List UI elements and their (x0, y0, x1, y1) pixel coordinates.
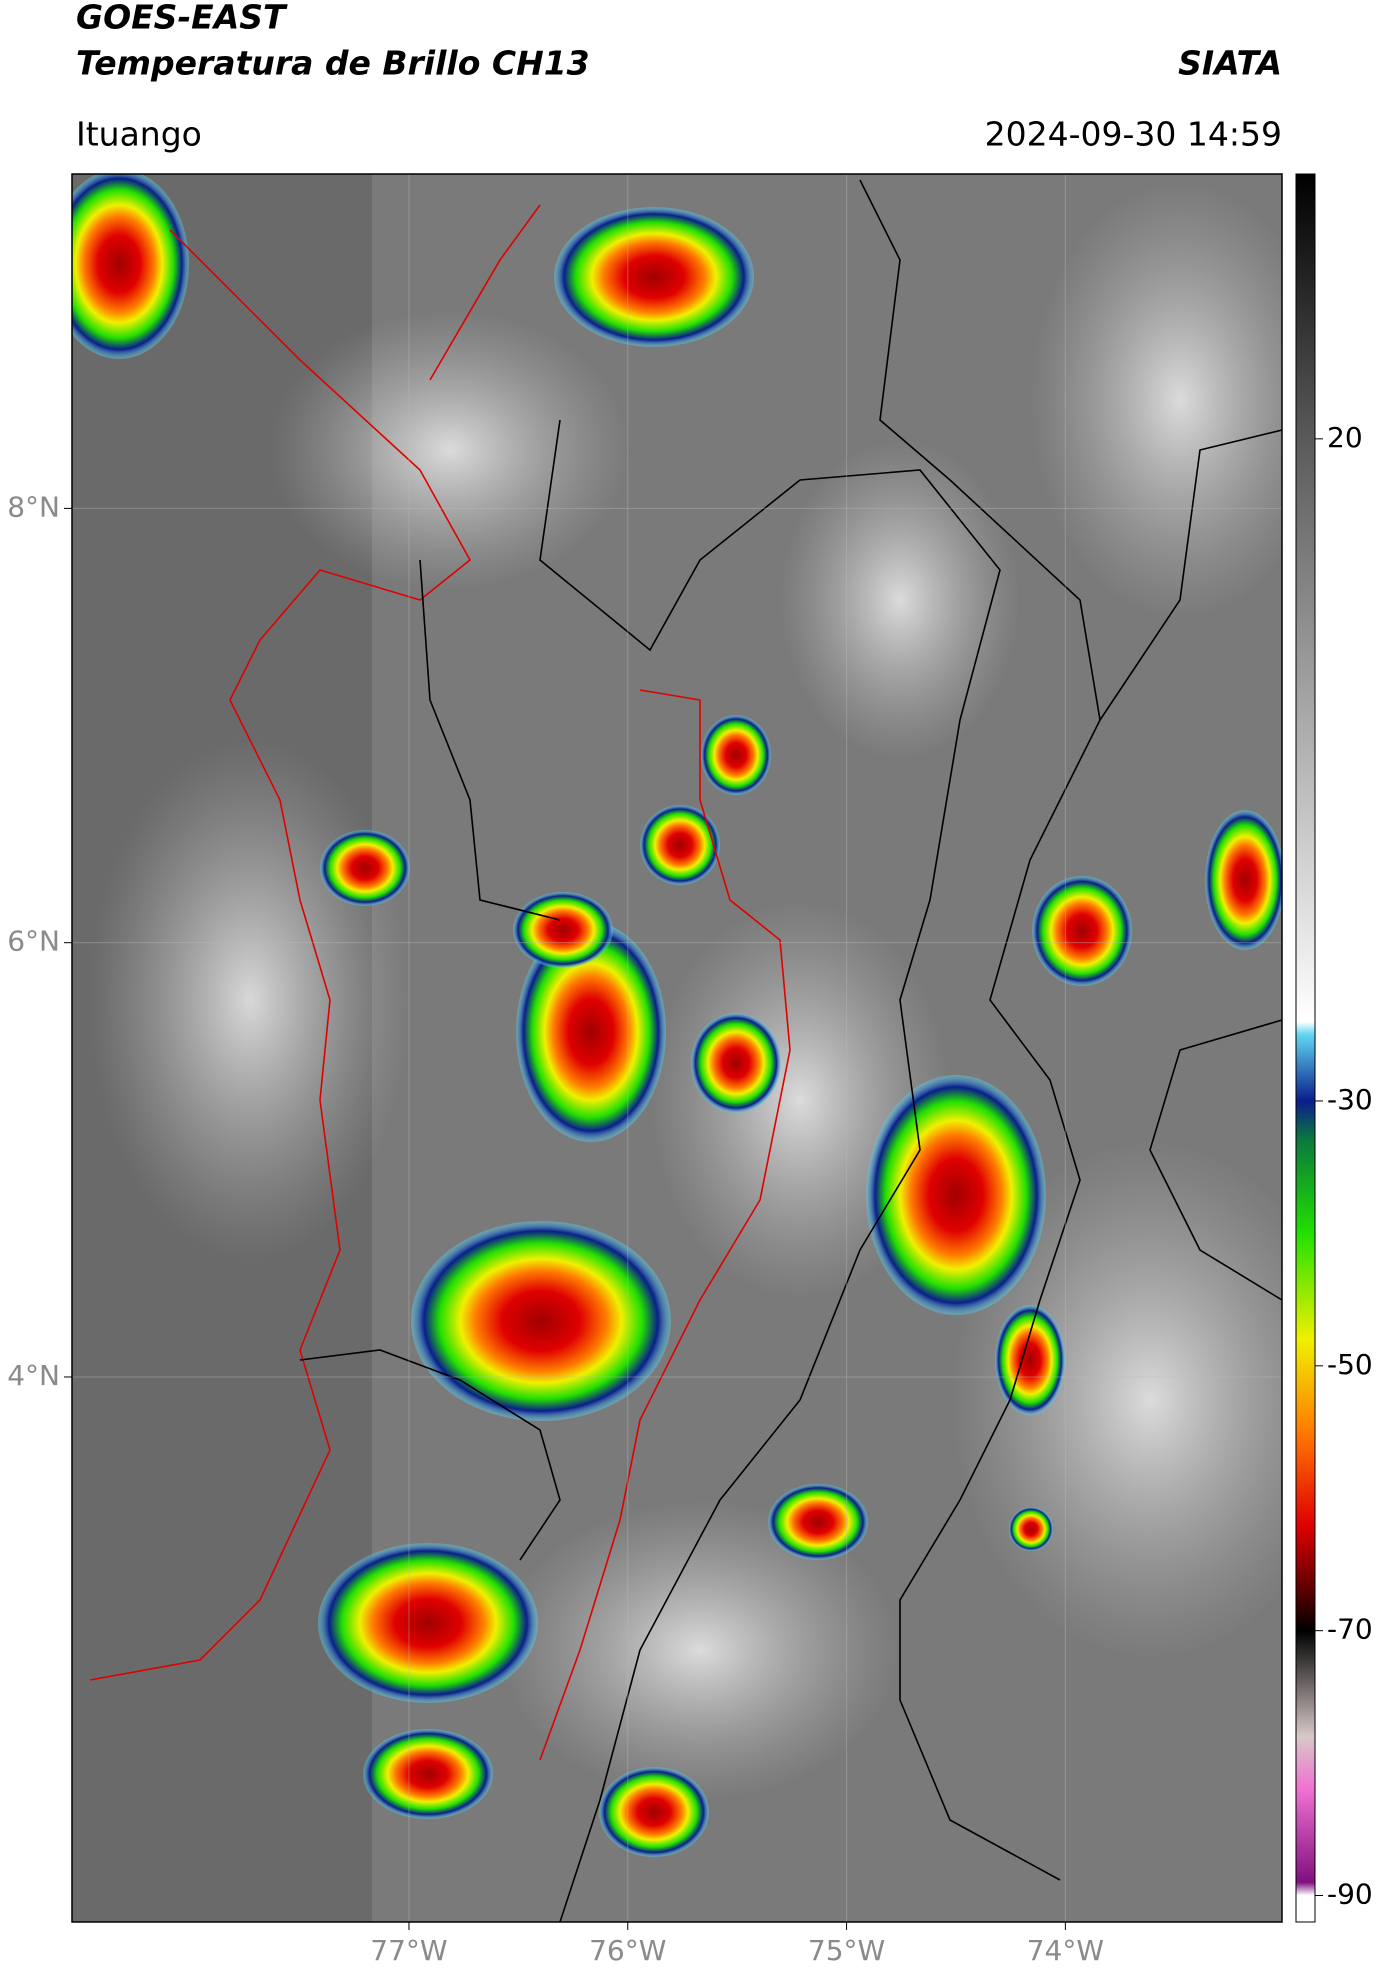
colorbar-tick-label: -90 (1327, 1878, 1373, 1911)
product-title: Temperatura de Brillo CH13 (76, 44, 590, 83)
colorbar-tick-label: -70 (1327, 1613, 1373, 1646)
x-tick-label: 75°W (808, 1934, 885, 1967)
datetime-label: 2024-09-30 14:59 (985, 115, 1282, 154)
y-tick-label: 6°N (7, 925, 60, 958)
y-tick-label: 4°N (7, 1359, 60, 1392)
colorbar-tick-label: 20 (1327, 421, 1363, 454)
satellite-title: GOES-EAST (76, 0, 288, 37)
satellite-image (72, 174, 1282, 1922)
y-tick-label: 8°N (7, 490, 60, 523)
borders (89, 179, 1282, 1922)
location-label: Ituango (76, 115, 202, 154)
cloud-texture (90, 180, 1282, 1800)
colorbar (1295, 173, 1316, 1923)
graticule (72, 174, 1282, 1922)
map-frame (71, 173, 1283, 1923)
convective-cells (72, 174, 1282, 1857)
agency-label: SIATA (1178, 44, 1282, 83)
colorbar-tick-label: -30 (1327, 1083, 1373, 1116)
x-tick-label: 76°W (589, 1934, 666, 1967)
colorbar-tick-label: -50 (1327, 1348, 1373, 1381)
x-tick-label: 74°W (1027, 1934, 1104, 1967)
x-tick-label: 77°W (370, 1934, 447, 1967)
